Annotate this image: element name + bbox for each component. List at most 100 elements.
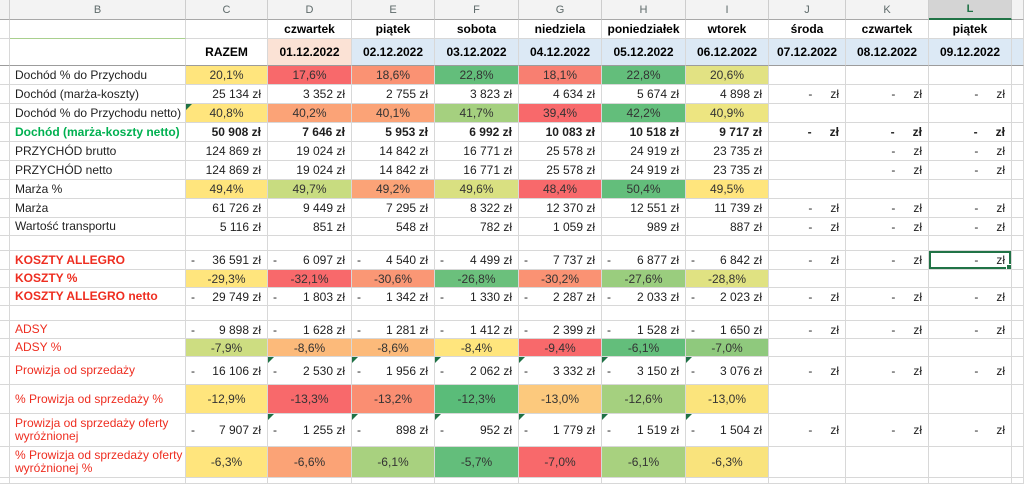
cell-G[interactable]: - 1 779 zł — [519, 414, 602, 447]
cell-I[interactable] — [686, 478, 769, 484]
selected-cell[interactable]: - zł — [929, 251, 1012, 270]
cell-C[interactable]: - 16 106 zł — [186, 357, 268, 385]
cell-H[interactable]: 50,4% — [602, 180, 686, 199]
cell-J[interactable] — [769, 306, 846, 321]
cell-H[interactable]: - 1 528 zł — [602, 321, 686, 339]
cell-K[interactable]: - zł — [846, 85, 929, 104]
cell-L[interactable]: - zł — [929, 161, 1012, 180]
cell-C[interactable]: 124 869 zł — [186, 142, 268, 161]
row-label[interactable]: Dochód % do Przychodu netto) — [10, 104, 186, 123]
column-header-C[interactable]: C — [186, 0, 268, 20]
date-header-K[interactable]: 08.12.2022 — [846, 39, 929, 66]
cell-G[interactable]: -30,2% — [519, 270, 602, 288]
column-header-E[interactable]: E — [352, 0, 435, 20]
cell-L[interactable]: - zł — [929, 321, 1012, 339]
cell-J[interactable]: - zł — [769, 218, 846, 236]
cell-K[interactable]: - zł — [846, 288, 929, 306]
cell-F[interactable] — [435, 478, 519, 484]
cell-E[interactable]: -13,2% — [352, 385, 435, 414]
cell-E[interactable]: 548 zł — [352, 218, 435, 236]
cell-J[interactable] — [769, 161, 846, 180]
cell-F[interactable]: -26,8% — [435, 270, 519, 288]
cell-G[interactable] — [519, 236, 602, 251]
cell-H[interactable]: 22,8% — [602, 66, 686, 85]
weekday-header-K[interactable]: czwartek — [846, 20, 929, 39]
cell-K[interactable] — [846, 66, 929, 85]
weekday-header-E[interactable]: piątek — [352, 20, 435, 39]
cell-C[interactable]: - 7 907 zł — [186, 414, 268, 447]
cell-E[interactable]: - 1 342 zł — [352, 288, 435, 306]
cell-F[interactable]: 16 771 zł — [435, 161, 519, 180]
column-header-H[interactable]: H — [602, 0, 686, 20]
cell-E[interactable]: -6,1% — [352, 447, 435, 478]
cell-H[interactable] — [602, 306, 686, 321]
cell-J[interactable] — [769, 478, 846, 484]
column-header-L[interactable]: L — [929, 0, 1012, 20]
cell-H[interactable]: 24 919 zł — [602, 142, 686, 161]
row-label[interactable]: ADSY — [10, 321, 186, 339]
cell-F[interactable]: - 1 330 zł — [435, 288, 519, 306]
row-label[interactable]: Prowizja od sprzedaży oferty wyróżnionej — [10, 414, 186, 447]
cell-F[interactable]: 49,6% — [435, 180, 519, 199]
cell-F[interactable]: - 4 499 zł — [435, 251, 519, 270]
date-header-F[interactable]: 03.12.2022 — [435, 39, 519, 66]
row-label[interactable]: PRZYCHÓD brutto — [10, 142, 186, 161]
cell-F[interactable]: - 1 412 zł — [435, 321, 519, 339]
cell-I[interactable]: 11 739 zł — [686, 199, 769, 218]
cell-F[interactable]: - 952 zł — [435, 414, 519, 447]
cell-I[interactable]: 9 717 zł — [686, 123, 769, 142]
cell-F[interactable]: -8,4% — [435, 339, 519, 357]
cell-E[interactable] — [352, 478, 435, 484]
cell-F[interactable]: 16 771 zł — [435, 142, 519, 161]
cell-J[interactable] — [769, 180, 846, 199]
cell-L[interactable] — [929, 270, 1012, 288]
cell-K[interactable] — [846, 447, 929, 478]
column-header-F[interactable]: F — [435, 0, 519, 20]
cell-F[interactable]: 782 zł — [435, 218, 519, 236]
cell-J[interactable]: - zł — [769, 357, 846, 385]
cell-I[interactable]: 887 zł — [686, 218, 769, 236]
date-header-empty[interactable] — [10, 39, 186, 66]
cell-J[interactable]: - zł — [769, 199, 846, 218]
cell-L[interactable]: - zł — [929, 288, 1012, 306]
cell-J[interactable]: - zł — [769, 251, 846, 270]
cell-C[interactable]: - 36 591 zł — [186, 251, 268, 270]
cell-F[interactable]: - 2 062 zł — [435, 357, 519, 385]
cell-H[interactable] — [602, 236, 686, 251]
cell-I[interactable]: 20,6% — [686, 66, 769, 85]
cell-C[interactable] — [186, 478, 268, 484]
cell-E[interactable]: 40,1% — [352, 104, 435, 123]
weekday-header-L[interactable]: piątek — [929, 20, 1012, 39]
cell-K[interactable] — [846, 180, 929, 199]
fill-handle[interactable] — [1006, 264, 1011, 269]
row-label[interactable] — [10, 236, 186, 251]
date-header-D[interactable]: 01.12.2022 — [268, 39, 352, 66]
cell-I[interactable]: -28,8% — [686, 270, 769, 288]
cell-G[interactable]: - 2 287 zł — [519, 288, 602, 306]
cell-E[interactable]: - 898 zł — [352, 414, 435, 447]
date-header-empty[interactable] — [0, 39, 10, 66]
cell-H[interactable]: - 6 877 zł — [602, 251, 686, 270]
cell-K[interactable] — [846, 236, 929, 251]
cell-G[interactable]: -7,0% — [519, 447, 602, 478]
cell-C[interactable]: 124 869 zł — [186, 161, 268, 180]
cell-E[interactable]: 2 755 zł — [352, 85, 435, 104]
cell-F[interactable]: -5,7% — [435, 447, 519, 478]
row-label[interactable] — [10, 306, 186, 321]
weekday-header-empty[interactable] — [0, 20, 10, 39]
cell-H[interactable]: - 2 033 zł — [602, 288, 686, 306]
cell-C[interactable]: -6,3% — [186, 447, 268, 478]
row-label[interactable]: Marża — [10, 199, 186, 218]
cell-I[interactable] — [686, 306, 769, 321]
cell-G[interactable]: - 3 332 zł — [519, 357, 602, 385]
cell-G[interactable]: 25 578 zł — [519, 142, 602, 161]
cell-J[interactable] — [769, 66, 846, 85]
cell-K[interactable]: - zł — [846, 123, 929, 142]
date-header-L[interactable]: 09.12.2022 — [929, 39, 1012, 66]
cell-I[interactable]: - 3 076 zł — [686, 357, 769, 385]
cell-E[interactable]: 14 842 zł — [352, 142, 435, 161]
cell-K[interactable] — [846, 339, 929, 357]
cell-K[interactable] — [846, 104, 929, 123]
cell-C[interactable]: 5 116 zł — [186, 218, 268, 236]
cell-C[interactable]: 40,8% — [186, 104, 268, 123]
